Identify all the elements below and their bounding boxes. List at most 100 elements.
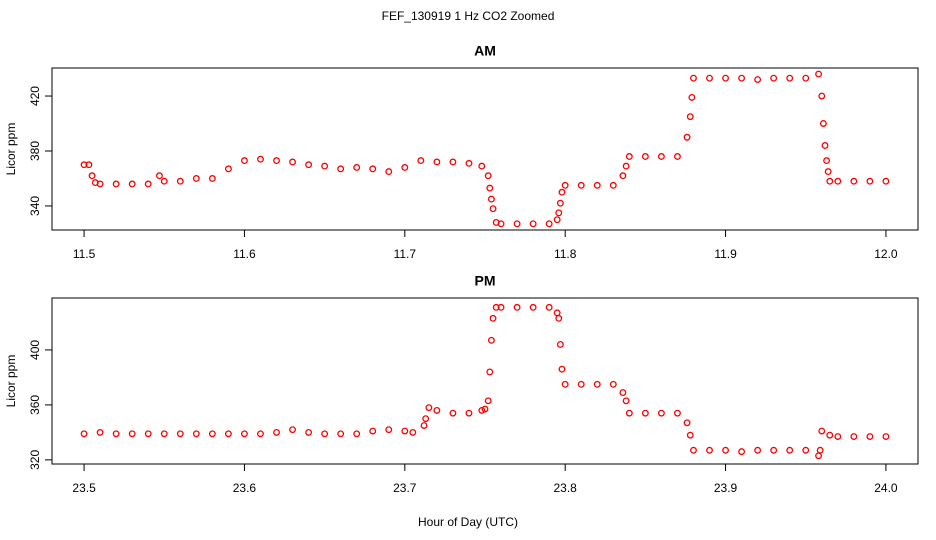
data-point (577, 380, 585, 388)
data-point (337, 430, 345, 438)
data-point (786, 74, 794, 82)
data-point (882, 433, 890, 440)
x-tick-label: 23.5 (72, 481, 96, 495)
data-point (815, 70, 823, 78)
data-point (305, 428, 313, 436)
data-point (489, 314, 497, 322)
y-tick-label: 340 (28, 196, 42, 216)
x-tick-label: 23.6 (233, 481, 257, 495)
x-tick-label: 11.6 (233, 247, 256, 261)
data-point (353, 164, 361, 171)
data-point (850, 433, 858, 440)
data-point (88, 172, 96, 180)
data-point (553, 309, 561, 317)
data-point (176, 430, 184, 438)
data-point (240, 430, 248, 438)
data-point (609, 181, 617, 189)
data-point (484, 397, 492, 405)
data-point (420, 422, 428, 429)
data-point (686, 431, 694, 439)
data-point (686, 113, 694, 121)
y-tick-label: 400 (28, 340, 42, 360)
data-point (224, 430, 232, 438)
data-point (556, 199, 564, 207)
data-point (96, 180, 104, 188)
data-point (593, 380, 601, 388)
data-point (465, 159, 473, 167)
data-point (609, 380, 617, 388)
data-point (802, 74, 810, 82)
data-point (369, 427, 377, 435)
data-point (417, 157, 425, 165)
data-point (641, 153, 649, 160)
data-point (481, 405, 489, 413)
data-point (273, 157, 280, 165)
data-point (545, 303, 553, 311)
data-point (577, 181, 585, 189)
y-axis-label: Licor ppm (4, 123, 18, 176)
data-point (815, 452, 823, 460)
data-point (823, 157, 831, 165)
data-point (240, 157, 248, 165)
data-point (545, 220, 553, 228)
panel-title: AM (474, 43, 496, 59)
data-point (160, 177, 168, 185)
data-point (449, 409, 457, 417)
data-point (80, 430, 88, 438)
x-tick-label: 23.8 (554, 481, 578, 495)
data-point (321, 430, 329, 438)
data-point (593, 181, 601, 189)
data-point (786, 446, 794, 454)
data-point (622, 397, 630, 405)
data-point (722, 74, 730, 82)
data-point (738, 74, 746, 82)
data-point (492, 303, 500, 311)
data-point (818, 92, 826, 100)
data-point (553, 216, 561, 224)
x-tick-label: 23.7 (393, 481, 417, 495)
data-point (497, 220, 505, 228)
data-point (489, 205, 497, 213)
data-point (337, 165, 345, 173)
data-point (176, 177, 184, 185)
x-axis-label: Hour of Day (UTC) (418, 515, 518, 529)
data-point (80, 161, 88, 169)
data-point (622, 162, 630, 170)
data-point (770, 74, 778, 82)
data-point (486, 184, 494, 192)
y-tick-label: 380 (28, 141, 42, 161)
data-point (433, 158, 441, 166)
data-point (478, 406, 486, 414)
data-point (683, 133, 691, 141)
data-point (673, 153, 681, 160)
data-point (96, 428, 104, 436)
data-point (826, 431, 834, 439)
data-point (558, 188, 566, 196)
data-point (487, 336, 495, 344)
data-point (497, 303, 505, 311)
data-point (144, 430, 152, 438)
data-point (706, 446, 713, 454)
data-point (449, 158, 457, 166)
data-point (321, 162, 329, 170)
data-point (160, 430, 168, 438)
data-point (866, 433, 874, 440)
data-point (289, 426, 297, 434)
data-point (558, 365, 566, 373)
x-tick-label: 23.9 (714, 481, 738, 495)
data-point (487, 195, 495, 203)
x-tick-label: 11.5 (73, 247, 96, 261)
x-tick-label: 24.0 (874, 481, 898, 495)
data-point (208, 175, 216, 182)
data-point (257, 430, 264, 438)
data-point (425, 404, 433, 412)
y-axis-label: Licor ppm (4, 355, 18, 408)
data-point (770, 446, 778, 454)
data-point (257, 155, 264, 163)
data-point (465, 409, 473, 417)
data-point (555, 209, 563, 217)
data-point (625, 409, 633, 417)
data-point (144, 180, 152, 188)
data-point (834, 433, 842, 440)
data-point (409, 428, 417, 436)
